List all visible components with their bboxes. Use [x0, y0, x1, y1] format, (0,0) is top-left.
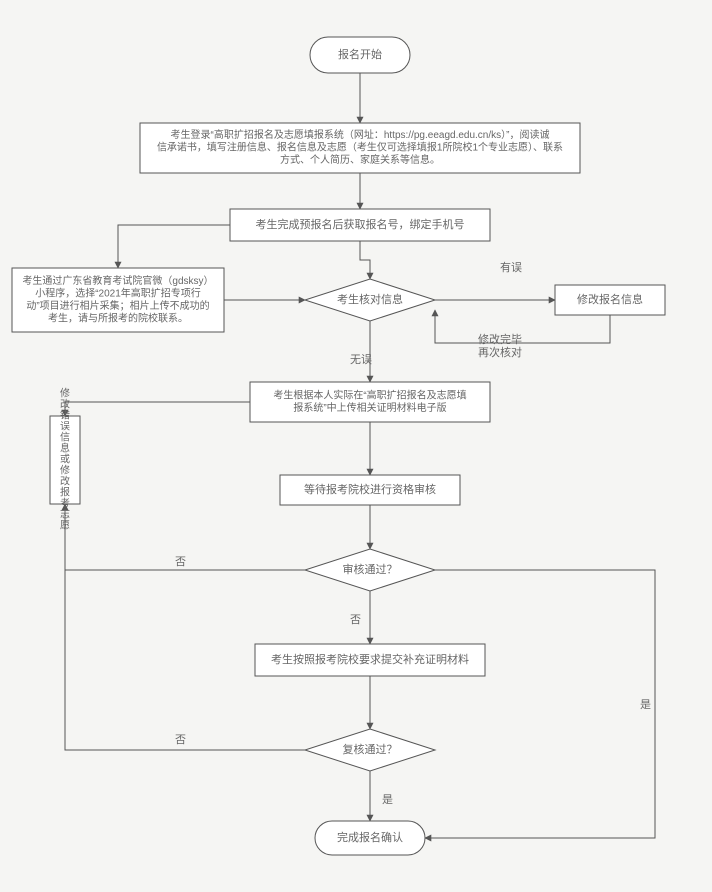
svg-text:改: 改	[60, 475, 70, 488]
svg-text:报系统”中上传相关证明材料电子版: 报系统”中上传相关证明材料电子版	[293, 401, 446, 414]
svg-text:是: 是	[382, 793, 393, 806]
svg-text:考生通过广东省教育考试院官微（gdsksy）: 考生通过广东省教育考试院官微（gdsksy）	[22, 274, 213, 287]
node-modify: 修改报名信息	[555, 285, 665, 315]
node-supp: 考生按照报考院校要求提交补充证明材料	[255, 644, 485, 676]
svg-text:信承诺书，填写注册信息、报名信息及志愿（考生仅可选择填报1所: 信承诺书，填写注册信息、报名信息及志愿（考生仅可选择填报1所院校1个专业志愿）、…	[157, 141, 563, 154]
svg-text:复核通过？: 复核通过？	[343, 742, 398, 756]
svg-text:有误: 有误	[500, 260, 522, 274]
svg-text:等待报考院校进行资格审核: 等待报考院校进行资格审核	[304, 482, 436, 496]
svg-text:考生根据本人实际在“高职扩招报名及志愿填: 考生根据本人实际在“高职扩招报名及志愿填	[273, 388, 466, 401]
svg-text:否: 否	[175, 734, 186, 746]
node-wait: 等待报考院校进行资格审核	[280, 475, 460, 505]
svg-text:否: 否	[175, 556, 186, 568]
node-start: 报名开始	[310, 37, 410, 73]
svg-text:息: 息	[60, 442, 70, 455]
svg-text:修改完毕: 修改完毕	[478, 332, 522, 346]
node-fixbox: 修改错误信息或修改报考志愿	[50, 387, 80, 532]
svg-text:动”项目进行相片采集；相片上传不成功的: 动”项目进行相片采集；相片上传不成功的	[26, 299, 209, 312]
svg-text:无误: 无误	[350, 353, 372, 366]
svg-text:愿: 愿	[60, 520, 70, 532]
svg-text:考生按照报考院校要求提交补充证明材料: 考生按照报考院校要求提交补充证明材料	[271, 652, 469, 666]
svg-text:审核通过？: 审核通过？	[343, 562, 398, 576]
node-done: 完成报名确认	[315, 821, 425, 855]
svg-text:方式、个人简历、家庭关系等信息。: 方式、个人简历、家庭关系等信息。	[280, 153, 440, 166]
svg-text:改: 改	[60, 398, 70, 411]
node-reaudit: 复核通过？	[305, 729, 435, 771]
svg-text:考生，请与所报考的院校联系。: 考生，请与所报考的院校联系。	[48, 311, 188, 324]
svg-text:修改报名信息: 修改报名信息	[577, 292, 643, 306]
svg-text:考生登录“高职扩招报名及志愿填报系统（网址：https://: 考生登录“高职扩招报名及志愿填报系统（网址：https://pg.eeagd.e…	[171, 128, 550, 141]
svg-text:再次核对: 再次核对	[478, 345, 522, 359]
svg-text:否: 否	[350, 614, 361, 626]
svg-text:是: 是	[640, 698, 651, 711]
svg-text:考: 考	[60, 498, 70, 510]
node-verify: 考生核对信息	[305, 279, 435, 321]
svg-text:报名开始: 报名开始	[338, 47, 382, 61]
svg-text:考生核对信息: 考生核对信息	[337, 292, 403, 306]
node-audit: 审核通过？	[305, 549, 435, 591]
node-wechat: 考生通过广东省教育考试院官微（gdsksy）小程序，选择“2021年高职扩招专项…	[12, 268, 224, 332]
svg-text:误: 误	[60, 421, 70, 433]
svg-text:修: 修	[60, 464, 70, 477]
node-upload: 考生根据本人实际在“高职扩招报名及志愿填报系统”中上传相关证明材料电子版	[250, 382, 490, 422]
svg-text:报: 报	[60, 486, 70, 499]
svg-text:小程序，选择“2021年高职扩招专项行: 小程序，选择“2021年高职扩招专项行	[35, 286, 201, 299]
node-login: 考生登录“高职扩招报名及志愿填报系统（网址：https://pg.eeagd.e…	[140, 123, 580, 173]
svg-text:志: 志	[60, 508, 70, 521]
svg-text:错: 错	[60, 409, 70, 422]
svg-text:考生完成预报名后获取报名号，绑定手机号: 考生完成预报名后获取报名号，绑定手机号	[256, 217, 465, 231]
node-getno: 考生完成预报名后获取报名号，绑定手机号	[230, 209, 490, 241]
svg-text:完成报名确认: 完成报名确认	[337, 830, 403, 844]
svg-text:修: 修	[60, 387, 70, 400]
svg-text:信: 信	[60, 432, 70, 444]
svg-text:或: 或	[60, 454, 70, 466]
